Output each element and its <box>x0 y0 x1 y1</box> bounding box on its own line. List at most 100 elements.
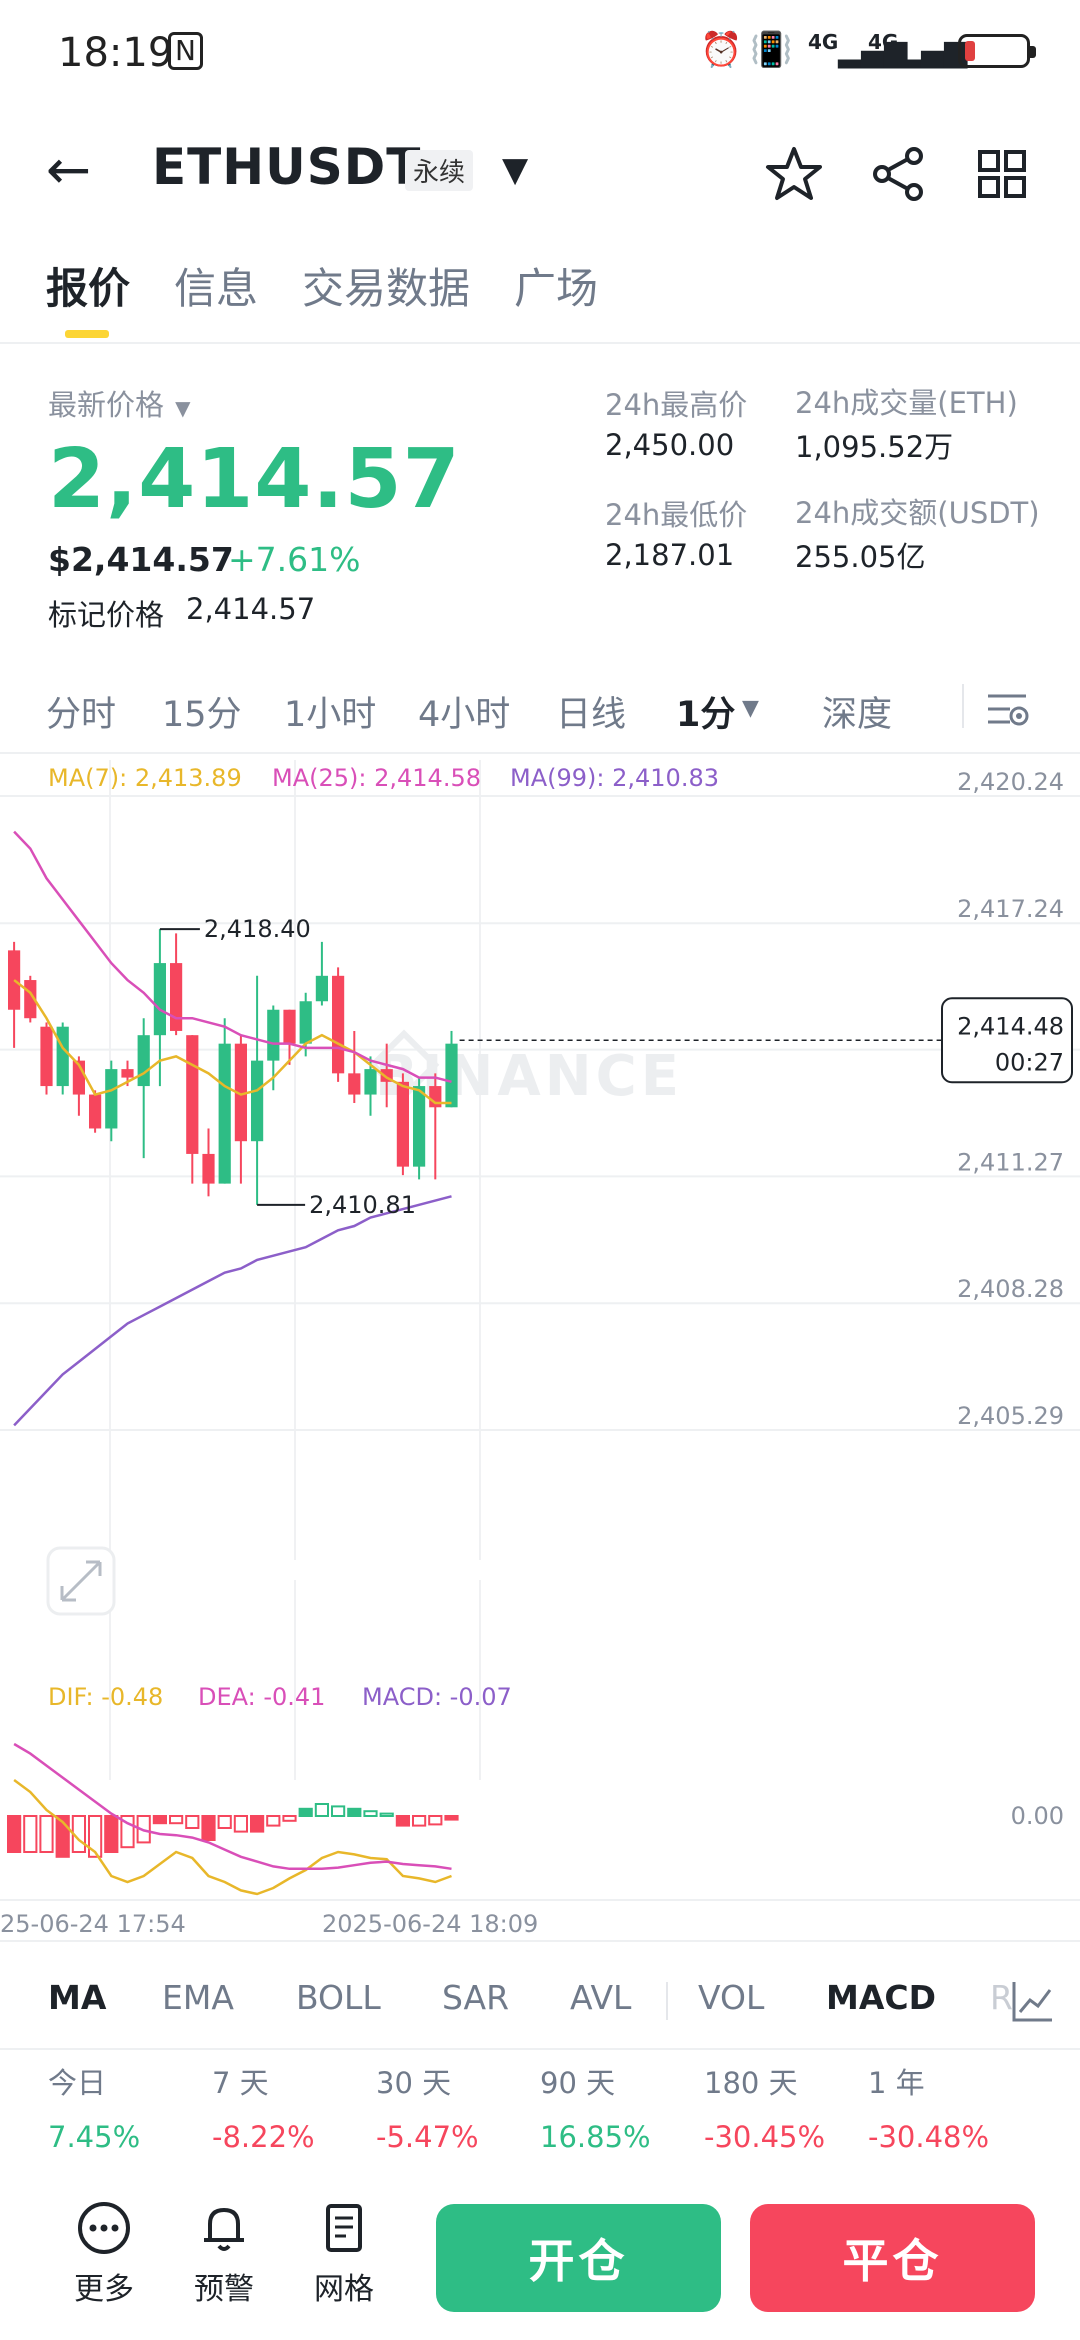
bell-icon <box>204 2208 244 2251</box>
price-axis-tick: 2,408.28 <box>957 1275 1064 1303</box>
tab-info[interactable]: 信息 <box>174 264 259 313</box>
macd-histogram-bar <box>23 1815 38 1853</box>
perf-1y: 1 年 -30.48% <box>868 2060 989 2154</box>
candle-body <box>89 1094 102 1129</box>
network-4g-2: 4G <box>868 30 899 54</box>
candle-body <box>413 1086 426 1167</box>
alert-label: 预警 <box>194 2272 254 2307</box>
last-price-label: 最新价格 <box>48 388 165 422</box>
performance-row: 今日 7.45% 7 天 -8.22% 30 天 -5.47% 90 天 16.… <box>0 2060 1080 2180</box>
chart-area[interactable]: 2,420.24 2,417.24 2,411.27 2,408.28 2,405.29… <box>0 760 1080 1940</box>
main-tabs: 报价 信息 交易数据 广场 <box>0 245 1080 340</box>
current-price-value: 2,414.48 <box>957 1012 1064 1040</box>
indicator-boll[interactable]: BOLL <box>296 1978 381 2017</box>
tab-trading-data[interactable]: 交易数据 <box>302 264 471 313</box>
back-arrow-icon[interactable]: ← <box>46 138 92 201</box>
signal-icon-1: ▂▄▆ <box>838 34 908 69</box>
indicator-bar: MA EMA BOLL SAR AVL VOL MACD R <box>0 1978 1080 2038</box>
candle-body <box>348 1073 361 1095</box>
macd-histogram-bar <box>395 1815 410 1827</box>
perf-value: -5.47% <box>376 2120 479 2154</box>
timeframe-1h[interactable]: 1小时 <box>284 695 377 735</box>
grid-menu-icon[interactable] <box>972 144 1032 204</box>
dif-legend: DIF: -0.48 <box>48 1683 163 1711</box>
status-bar: 18:19 N ⏰ 📳 4G ▂▄▆ 4G ▂▄▆ <box>0 0 1080 110</box>
alert-button[interactable]: 预警 <box>174 2200 274 2308</box>
candle-body <box>121 1069 134 1078</box>
indicator-ma[interactable]: MA <box>48 1978 107 2017</box>
more-button[interactable]: 更多 <box>54 2200 154 2308</box>
candlestick-chart[interactable]: 2,420.24 2,417.24 2,411.27 2,408.28 2,405.29… <box>0 760 1080 1940</box>
vibrate-icon: 📳 <box>750 30 793 70</box>
macd-histogram-bar <box>152 1815 168 1825</box>
price-axis-tick: 2,417.24 <box>957 895 1064 923</box>
share-icon[interactable] <box>868 144 928 204</box>
dif-line <box>13 1778 452 1896</box>
timeframe-4h[interactable]: 4小时 <box>418 695 511 735</box>
perf-30d: 30 天 -5.47% <box>376 2060 479 2154</box>
indicator-avl[interactable]: AVL <box>570 1978 632 2017</box>
close-position-button[interactable]: 平仓 <box>750 2204 1035 2312</box>
favorite-star-icon[interactable] <box>764 144 824 204</box>
battery-icon <box>958 34 1036 68</box>
candle-body <box>137 1035 150 1087</box>
dea-line <box>13 1742 452 1871</box>
ma99-line <box>13 1195 452 1427</box>
candle-body <box>218 1043 231 1184</box>
symbol-dropdown-icon[interactable]: ▼ <box>502 150 529 190</box>
timeframe-divider-line <box>0 752 1080 754</box>
network-4g-1: 4G <box>808 30 839 54</box>
perf-label: 1 年 <box>868 2066 925 2100</box>
perf-value: -30.45% <box>704 2120 826 2154</box>
grid-button[interactable]: 网格 <box>294 2200 394 2308</box>
indicator-divider-bottom <box>0 2048 1080 2050</box>
macd-histogram-bar <box>217 1815 232 1829</box>
bottom-action-bar: 更多 预警 网格 开仓 平仓 <box>0 2190 1080 2340</box>
indicator-sar[interactable]: SAR <box>442 1978 510 2017</box>
perf-today: 今日 7.45% <box>48 2060 140 2154</box>
indicator-vol[interactable]: VOL <box>698 1978 765 2017</box>
perf-value: 16.85% <box>540 2120 651 2154</box>
indicator-macd[interactable]: MACD <box>826 1978 936 2017</box>
tab-square[interactable]: 广场 <box>514 264 599 313</box>
indicator-ema[interactable]: EMA <box>162 1978 234 2017</box>
ma25-line <box>13 830 452 1084</box>
countdown-timer: 00:27 <box>995 1048 1064 1076</box>
candle-body <box>234 1043 247 1142</box>
last-price: 2,414.57 <box>48 432 461 527</box>
macd-histogram-bar <box>266 1815 281 1827</box>
indicator-settings-icon[interactable] <box>1010 1978 1056 2024</box>
timeframe-line[interactable]: 分时 <box>46 695 117 735</box>
perf-90d: 90 天 16.85% <box>540 2060 651 2154</box>
timeframe-depth[interactable]: 深度 <box>822 695 893 735</box>
status-time: 18:19 <box>58 30 174 76</box>
grid-bot-icon <box>326 2204 362 2252</box>
candle-body <box>315 975 328 1002</box>
timeframe-dropdown-icon[interactable]: ▼ <box>742 696 759 721</box>
perf-label: 180 天 <box>704 2066 798 2100</box>
perf-7d: 7 天 -8.22% <box>212 2060 315 2154</box>
signal-icon-2: ▂▄▆ <box>898 34 968 69</box>
price-axis-tick: 2,420.24 <box>957 768 1064 796</box>
chart-settings-icon[interactable] <box>984 686 1030 732</box>
volume-usdt-label: 24h成交额(USDT) <box>795 496 1040 530</box>
macd-histogram-bar <box>169 1815 184 1825</box>
min-price-label: 2,410.81 <box>309 1191 416 1219</box>
indicator-rsi-partial[interactable]: R <box>990 1978 1013 2017</box>
open-position-button[interactable]: 开仓 <box>436 2204 721 2312</box>
expand-icon <box>60 1560 102 1602</box>
volume-eth-value: 1,095.52万 <box>795 430 954 464</box>
candle-body <box>56 1026 69 1087</box>
perf-label: 90 天 <box>540 2066 616 2100</box>
low-label: 24h最低价 <box>605 498 748 532</box>
timeframe-1d[interactable]: 日线 <box>556 695 627 735</box>
tab-quote[interactable]: 报价 <box>46 264 131 313</box>
candle-body <box>396 1081 409 1167</box>
last-price-label-wrap[interactable]: 最新价格 ▼ <box>48 382 191 424</box>
timeframe-1m[interactable]: 1分 <box>676 695 736 735</box>
symbol-title[interactable]: ETHUSDT <box>152 138 422 196</box>
candle-body <box>153 963 166 1036</box>
timeframe-15m[interactable]: 15分 <box>162 695 242 735</box>
macd-histogram-bar <box>39 1815 54 1853</box>
timeframe-bar: 分时 15分 1小时 4小时 日线 1分 ▼ 深度 <box>0 672 1080 752</box>
